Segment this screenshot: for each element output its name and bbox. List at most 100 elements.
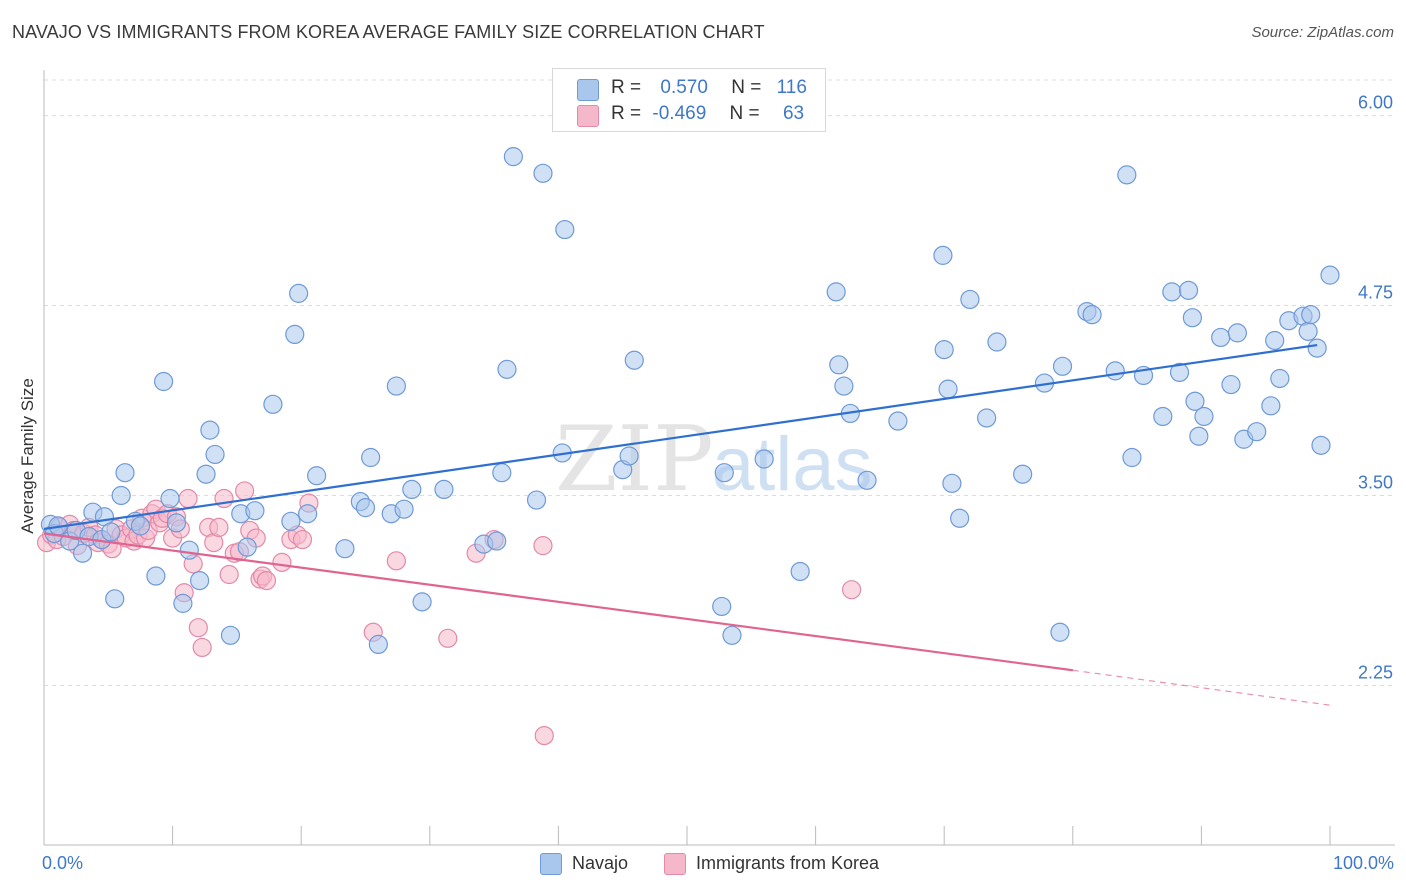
navajo-point [503,147,523,167]
navajo-point [434,479,454,500]
korea-point [438,628,458,648]
korea-point [292,529,313,550]
navajo-point [394,499,414,519]
navajo-point [1320,265,1340,285]
korea-point [209,517,229,538]
navajo-point [153,371,174,392]
navajo-point [237,537,257,557]
navajo-point [1153,406,1173,427]
navajo-point [1301,305,1321,325]
navajo-point [1178,280,1199,300]
navajo-point [533,163,553,183]
korea-points [36,481,862,746]
navajo-point [179,540,199,560]
navajo-trend-line [43,343,1318,531]
navajo-point [960,289,980,310]
navajo-point [1261,396,1281,416]
navajo-point [934,340,954,360]
navajo-point [933,245,953,265]
navajo-point [166,513,187,533]
navajo-point [1221,374,1241,395]
korea-trend-line [43,532,1073,672]
navajo-point [101,522,121,542]
legend-n-label: N = [729,103,760,124]
legend-box: R = 0.570 N = 116 R = -0.469 N = 63 [552,68,826,132]
y-tick-label: 3.50 [1358,472,1393,492]
navajo-point [487,531,507,551]
navajo-point [1013,464,1033,484]
watermark-atlas: atlas [712,422,873,507]
korea-trend-extension [1072,669,1331,706]
navajo-point [492,463,512,483]
navajo-point [205,444,225,465]
y-tick-labels: 2.25 3.50 4.75 6.00 [1358,93,1393,683]
navajo-point [1298,321,1318,341]
navajo-point [950,508,970,528]
navajo-point [402,479,422,500]
y-tick-label: 6.00 [1358,93,1393,113]
navajo-point [829,355,849,375]
trend-lines [43,343,1331,706]
legend-text-navajo: R = 0.570 N = 116 [611,77,807,99]
navajo-point [712,596,732,617]
navajo-point [1082,305,1102,325]
navajo-point [105,589,125,609]
grid-lines [44,79,1395,686]
korea-point [188,618,208,638]
navajo-point [1265,330,1285,351]
legend-r-label: R = [611,77,642,98]
korea-point [192,637,212,658]
navajo-point [1189,426,1209,446]
chart-title: NAVAJO VS IMMIGRANTS FROM KOREA AVERAGE … [12,22,765,42]
navajo-point [355,498,376,518]
legend-swatch-navajo [577,79,599,101]
navajo-point [624,350,644,370]
navajo-point [115,463,135,483]
navajo-point [1182,308,1202,328]
navajo-point [1270,368,1290,389]
navajo-point [263,394,283,414]
navajo-point [1162,282,1182,302]
navajo-point [857,470,877,490]
navajo-point [111,485,131,506]
navajo-point [146,566,166,586]
navajo-point [160,488,180,509]
y-tick-label: 2.25 [1358,662,1393,682]
navajo-point [200,420,220,440]
navajo-point [1311,435,1331,455]
navajo-point [977,408,997,428]
korea-point [235,481,255,501]
x-tick-label-max: 100.0% [1332,853,1394,873]
navajo-point [196,464,216,484]
navajo-point [987,332,1007,352]
navajo-point [790,561,810,582]
navajo-point [722,625,742,645]
navajo-point [220,625,241,645]
navajo-point [526,490,547,510]
navajo-point [412,592,432,612]
navajo-point [942,473,962,493]
bottom-legend-swatch-korea [664,853,686,875]
navajo-point [361,447,381,468]
y-tick-label: 4.75 [1358,283,1393,303]
korea-point [178,488,198,509]
navajo-point [1050,622,1070,642]
navajo-point [1194,406,1214,427]
navajo-point [285,324,305,345]
navajo-point [335,539,355,559]
source-label: Source: ZipAtlas.com [1251,24,1394,41]
navajo-point [497,359,517,379]
navajo-point [72,543,93,563]
korea-point [272,552,292,572]
navajo-point [289,283,309,303]
navajo-point [1247,422,1267,442]
navajo-point [555,219,575,240]
bottom-legend-swatch-navajo [540,853,562,875]
navajo-point [1211,327,1231,348]
navajo-point [1122,447,1142,468]
navajo-point [1185,391,1205,411]
korea-point [534,725,554,746]
navajo-point [1227,323,1248,343]
korea-point [386,551,406,571]
